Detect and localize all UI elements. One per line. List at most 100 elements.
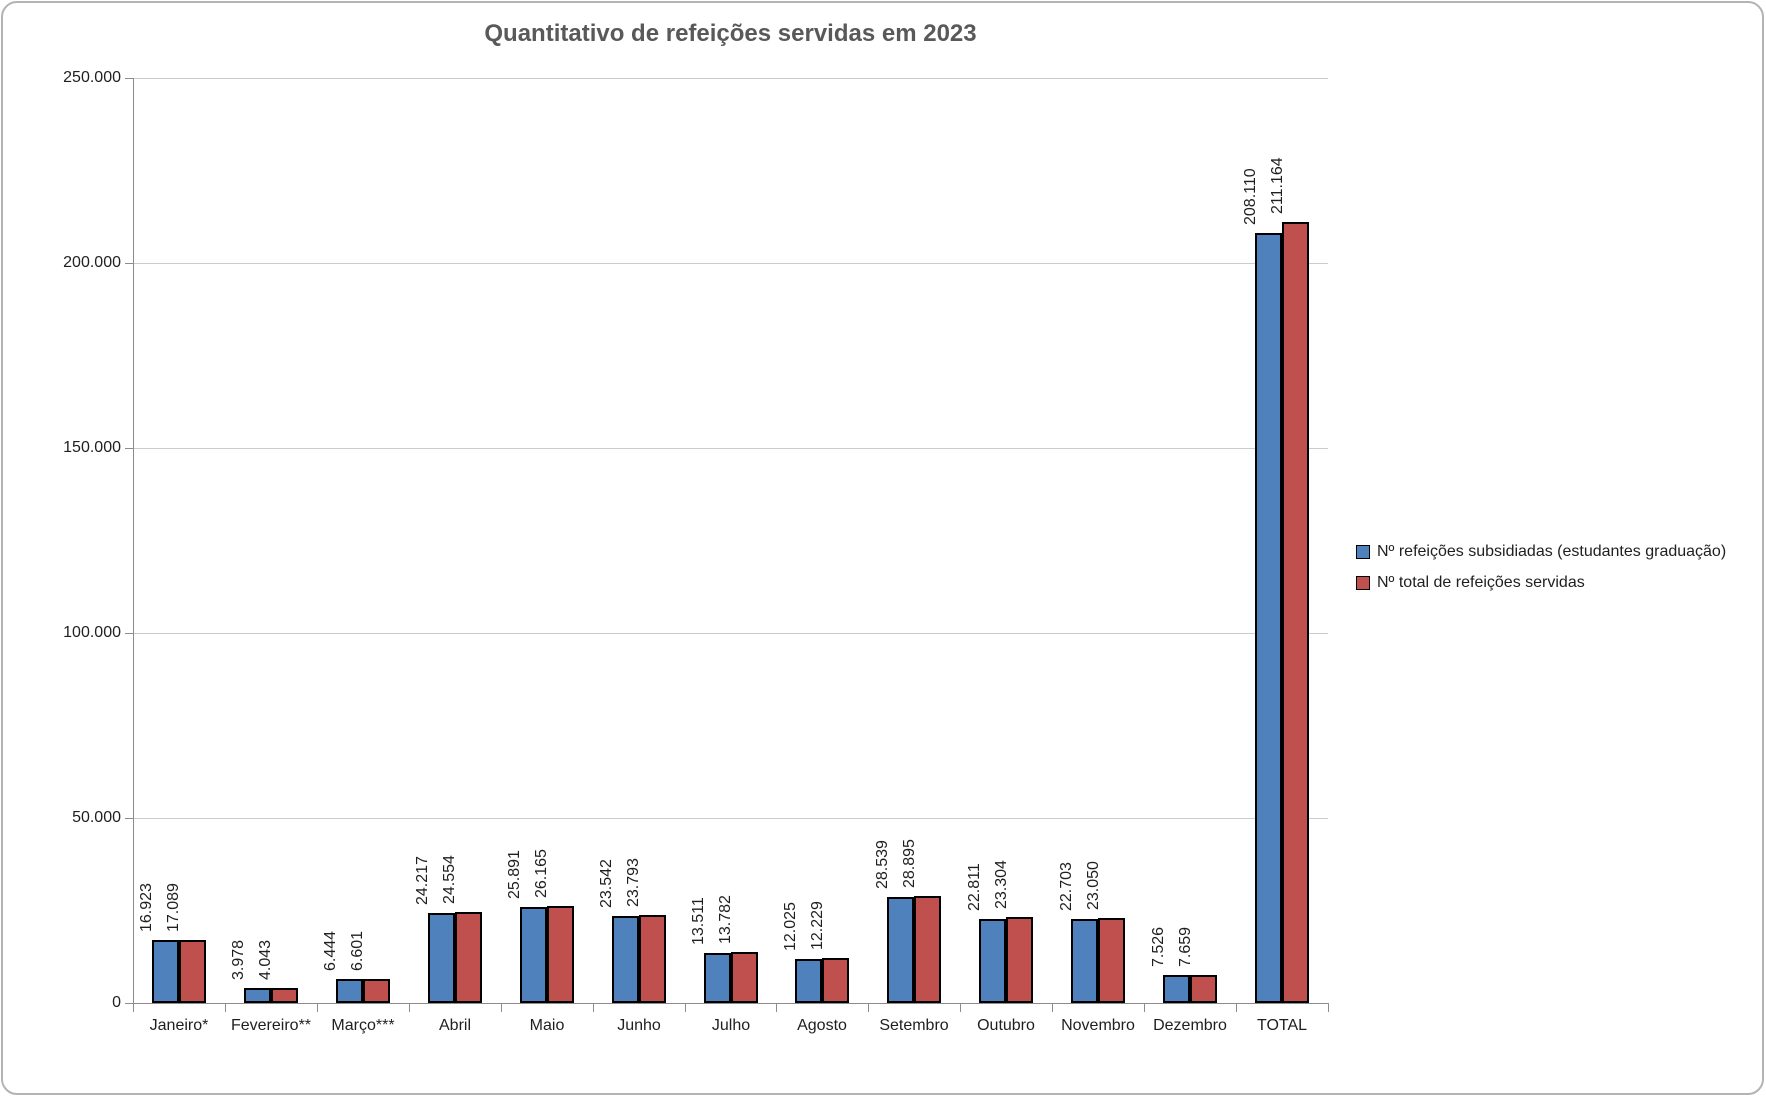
gridline: [133, 448, 1328, 449]
x-axis-label-4: Maio: [529, 1017, 565, 1034]
y-axis-tick: [125, 78, 133, 79]
x-axis-tick: [593, 1004, 594, 1012]
bar-subsidiadas-12[interactable]: [1255, 233, 1283, 1003]
gridline: [133, 818, 1328, 819]
x-axis-label-12: TOTAL: [1256, 1017, 1308, 1034]
x-axis-tick: [1144, 1004, 1145, 1012]
legend-item-total[interactable]: Nº total de refeições servidas: [1356, 574, 1726, 592]
bar-value-label: 23.304: [993, 860, 1010, 909]
x-axis-tick: [685, 1004, 686, 1012]
x-axis-label-6: Julho: [711, 1017, 751, 1034]
gridline: [133, 633, 1328, 634]
bar-subsidiadas-5[interactable]: [611, 916, 639, 1003]
y-axis-label: 250.000: [63, 69, 121, 86]
y-axis-tick: [125, 448, 133, 449]
y-axis-label: 0: [112, 994, 121, 1011]
y-axis-label: 100.000: [63, 624, 121, 641]
x-axis-label-2: Março***: [331, 1017, 395, 1034]
bar-value-label: 6.444: [322, 930, 339, 971]
x-axis-tick: [317, 1004, 318, 1012]
bar-subsidiadas-11[interactable]: [1163, 975, 1191, 1003]
gridline: [133, 263, 1328, 264]
bar-subsidiadas-7[interactable]: [795, 959, 823, 1003]
x-axis-label-11: Dezembro: [1153, 1017, 1227, 1034]
bar-value-label: 23.542: [598, 859, 615, 908]
bar-value-label: 24.217: [414, 856, 431, 905]
bar-total-9[interactable]: [1006, 917, 1034, 1003]
legend-swatch-red-icon: [1356, 576, 1370, 590]
bar-total-5[interactable]: [638, 915, 666, 1003]
legend-label-total: Nº total de refeições servidas: [1377, 574, 1585, 591]
bar-value-label: 23.793: [625, 858, 642, 907]
y-axis-tick: [125, 633, 133, 634]
bar-total-0[interactable]: [178, 940, 206, 1003]
x-axis-label-3: Abril: [438, 1017, 472, 1034]
x-axis-tick: [1052, 1004, 1053, 1012]
x-axis-tick: [960, 1004, 961, 1012]
x-axis-tick: [1328, 1004, 1329, 1012]
legend-swatch-blue-icon: [1356, 545, 1370, 559]
bar-subsidiadas-2[interactable]: [335, 979, 363, 1003]
y-axis-line: [133, 78, 134, 1003]
bar-value-label: 12.025: [782, 902, 799, 951]
bar-total-2[interactable]: [362, 979, 390, 1003]
bar-subsidiadas-8[interactable]: [887, 897, 915, 1003]
bar-subsidiadas-0[interactable]: [151, 940, 179, 1003]
bar-value-label: 4.043: [257, 939, 274, 980]
bar-total-8[interactable]: [914, 896, 942, 1003]
x-axis-tick: [1236, 1004, 1237, 1012]
bar-value-label: 22.811: [966, 863, 983, 911]
x-axis-line: [133, 1003, 1329, 1004]
bar-total-7[interactable]: [822, 958, 850, 1003]
bar-subsidiadas-1[interactable]: [243, 988, 271, 1003]
x-axis-tick: [225, 1004, 226, 1012]
bar-value-label: 17.089: [165, 883, 182, 932]
bar-value-label: 26.165: [533, 849, 550, 898]
y-axis-label: 150.000: [63, 439, 121, 456]
bar-total-10[interactable]: [1098, 918, 1126, 1003]
bar-total-6[interactable]: [730, 952, 758, 1003]
bar-value-label: 28.539: [874, 840, 891, 889]
x-axis-tick: [133, 1004, 134, 1012]
bar-value-label: 7.526: [1150, 926, 1167, 967]
x-axis-label-9: Outubro: [977, 1017, 1035, 1034]
bar-subsidiadas-3[interactable]: [427, 913, 455, 1003]
bar-value-label: 22.703: [1058, 862, 1075, 911]
bar-subsidiadas-4[interactable]: [519, 907, 547, 1003]
chart-title: Quantitativo de refeições servidas em 20…: [484, 20, 977, 47]
x-axis-label-10: Novembro: [1061, 1017, 1135, 1034]
bar-value-label: 6.601: [349, 930, 366, 971]
bar-value-label: 12.229: [809, 901, 826, 950]
legend: Nº refeições subsidiadas (estudantes gra…: [1356, 543, 1726, 592]
bar-total-11[interactable]: [1190, 975, 1218, 1003]
x-axis-label-8: Setembro: [879, 1017, 949, 1034]
bar-value-label: 3.978: [230, 939, 247, 980]
x-axis-label-7: Agosto: [797, 1017, 847, 1034]
bar-total-3[interactable]: [454, 912, 482, 1003]
y-axis-label: 50.000: [72, 809, 121, 826]
bar-total-1[interactable]: [270, 988, 298, 1003]
y-axis-label: 200.000: [63, 254, 121, 271]
bar-subsidiadas-10[interactable]: [1071, 919, 1099, 1003]
bar-total-4[interactable]: [546, 906, 574, 1003]
x-axis-tick: [501, 1004, 502, 1012]
bar-subsidiadas-9[interactable]: [979, 919, 1007, 1003]
legend-item-subsidiadas[interactable]: Nº refeições subsidiadas (estudantes gra…: [1356, 543, 1726, 561]
bar-value-label: 23.050: [1085, 861, 1102, 910]
bar-value-label: 211.164: [1269, 157, 1286, 214]
x-axis-label-0: Janeiro*: [149, 1017, 209, 1034]
bar-total-12[interactable]: [1282, 222, 1310, 1003]
y-axis-tick: [125, 263, 133, 264]
y-axis-tick: [125, 1003, 133, 1004]
x-axis-tick: [776, 1004, 777, 1012]
bar-subsidiadas-6[interactable]: [703, 953, 731, 1003]
x-axis-label-5: Junho: [617, 1017, 661, 1034]
bar-value-label: 13.782: [717, 895, 734, 944]
y-axis-tick: [125, 818, 133, 819]
bar-value-label: 208.110: [1242, 168, 1259, 225]
bar-value-label: 24.554: [441, 855, 458, 904]
x-axis-label-1: Fevereiro**: [230, 1017, 312, 1034]
bar-value-label: 7.659: [1177, 926, 1194, 967]
legend-label-subsidiadas: Nº refeições subsidiadas (estudantes gra…: [1377, 543, 1727, 560]
